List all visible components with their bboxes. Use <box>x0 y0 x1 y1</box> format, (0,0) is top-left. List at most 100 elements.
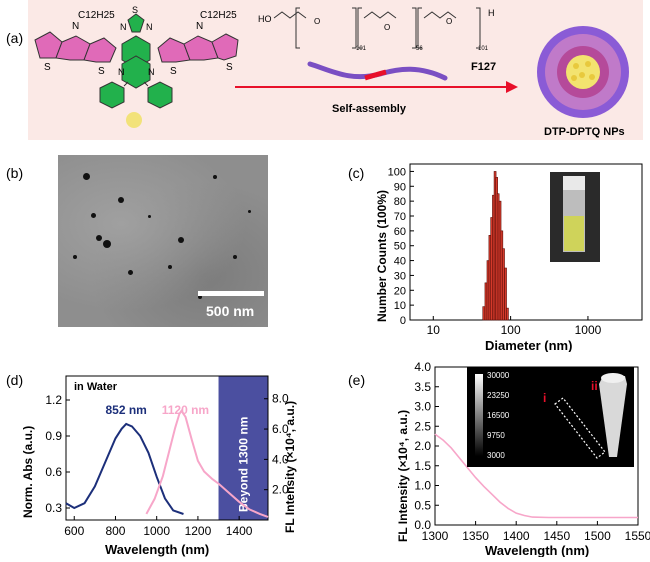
histogram-bar <box>482 306 486 321</box>
nps-label: DTP-DPTQ NPs <box>544 126 625 138</box>
emission-line <box>145 409 269 518</box>
colorbar-label: 3000 <box>487 451 505 460</box>
y-tick-label: 2.5 <box>414 419 431 433</box>
colorbar-label: 9750 <box>487 431 505 440</box>
x-tick-label: 600 <box>64 524 84 538</box>
x-tick-label: 1200 <box>185 524 212 538</box>
alkyl-chain-right: C12H25 <box>200 10 237 21</box>
svg-text:O: O <box>314 17 320 26</box>
y-tick-label: 10 <box>394 300 406 312</box>
y-tick-label-right: 4.0 <box>272 452 289 466</box>
y-tick-label: 3.0 <box>414 400 431 414</box>
arrow-head-icon <box>506 81 518 93</box>
y-tick-label: 1.2 <box>45 393 62 407</box>
nitrogen-label: N <box>120 22 127 32</box>
emission-line <box>434 433 638 519</box>
y-tick-label: 4.0 <box>414 362 431 374</box>
x-tick-label: 1400 <box>226 524 253 538</box>
y-tick-label: 0.0 <box>414 518 431 532</box>
y-tick-label: 30 <box>394 270 406 282</box>
panel-letter-c: (c) <box>348 165 365 181</box>
alkyl-chain-left: C12H25 <box>78 10 115 21</box>
x-axis-label: Wavelength (nm) <box>105 542 209 557</box>
nitrogen-label: N <box>72 21 79 32</box>
x-tick-label: 1550 <box>625 529 650 543</box>
nanoparticle-dot-icon <box>126 112 142 128</box>
donor-unit-left: S S N C12H25 <box>34 10 117 77</box>
y-tick-label: 100 <box>388 166 406 178</box>
x-tick-label: 1000 <box>575 323 602 337</box>
nitrogen-label: N <box>196 21 203 32</box>
nitrogen-label: N <box>148 67 155 77</box>
histogram-bar <box>484 282 488 321</box>
tem-image: 500 nm <box>58 155 268 327</box>
donor-unit-right: S S N C12H25 <box>157 10 239 77</box>
colorbar <box>475 374 483 456</box>
y-tick-label-right: 8.0 <box>272 392 289 406</box>
colorbar-label: 30000 <box>487 371 510 380</box>
y-tick-label: 80 <box>394 196 406 208</box>
absorption-line <box>65 422 184 515</box>
self-assembly-label: Self-assembly <box>332 103 407 115</box>
y-tick-label: 1.0 <box>414 479 431 493</box>
nitrogen-label: N <box>146 22 153 32</box>
x-axis-label: Diameter (nm) <box>485 338 572 352</box>
y-tick-label: 0.3 <box>45 501 62 515</box>
colorbar-label: 16500 <box>487 411 510 420</box>
x-tick-label: 100 <box>501 323 521 337</box>
x-tick-label: 1500 <box>584 529 611 543</box>
x-tick-label: 1450 <box>543 529 570 543</box>
repeat-count-1: 101 <box>356 46 367 52</box>
sulfur-label: S <box>170 66 177 77</box>
y-tick-label: 90 <box>394 181 406 193</box>
panel-letter-e: (e) <box>348 372 366 388</box>
y-tick-label: 70 <box>394 211 406 223</box>
tube-ii-glow <box>599 376 627 457</box>
sulfur-label: S <box>44 62 51 73</box>
plot-area: 0 10 20 30 40 50 60 70 80 90 100 10 100 1000 <box>388 163 643 337</box>
inset-label-i: i <box>543 391 546 405</box>
y-tick-label: 2.0 <box>414 439 431 453</box>
plot-frame <box>65 375 269 521</box>
y-tick-label: 1.5 <box>414 459 431 473</box>
nanoparticle-illustration <box>537 26 629 118</box>
repeat-count-2: 56 <box>416 46 423 52</box>
repeat-count-3: 101 <box>478 46 489 52</box>
y-axis-label: Number Counts (100%) <box>375 190 389 322</box>
polymer-h: H <box>488 8 495 18</box>
svg-text:O: O <box>446 17 452 26</box>
x-tick-label: 10 <box>427 323 441 337</box>
y-axis-label-left: Norm. Abs (a.u.) <box>21 426 35 518</box>
histogram-bar <box>506 307 509 321</box>
nitrogen-label: N <box>118 67 125 77</box>
x-tick-label: 1350 <box>462 529 489 543</box>
panel-letter-d: (d) <box>6 372 24 388</box>
colorbar-label: 23250 <box>487 391 510 400</box>
y-tick-label-right: 2.0 <box>272 483 289 497</box>
sulfur-label: S <box>98 66 105 77</box>
medium-annotation: in Water <box>74 381 118 393</box>
chart-absorption-emission: Norm. Abs (a.u.) FL Intensity (×10⁴, a.u… <box>21 375 297 557</box>
abs-peak-label: 852 nm <box>106 403 147 417</box>
x-tick-label: 800 <box>105 524 125 538</box>
y-tick-label: 50 <box>394 241 406 253</box>
y-axis-label: FL Intensity (×10⁴, a.u.) <box>396 410 410 542</box>
nir-window-band <box>218 376 268 520</box>
y-tick-label: 60 <box>394 226 406 238</box>
acceptor-core: S N N N N <box>99 5 173 128</box>
x-tick-label: 1300 <box>422 529 449 543</box>
sulfur-label: S <box>132 5 138 15</box>
panel-letter-a: (a) <box>6 30 24 46</box>
scale-bar-label: 500 nm <box>206 303 255 319</box>
panel-letter-b: (b) <box>6 165 24 181</box>
chart-nir-emission: FL Intensity (×10⁴, a.u.) Wavelength (nm… <box>396 362 650 557</box>
chart-size-distribution: Number Counts (100%) Diameter (nm) 0 10 20… <box>375 163 643 352</box>
f127-label: F127 <box>471 61 496 73</box>
plot-area: Beyond 1300 nm 0.3 0.6 0.9 1.2 2.0 4.0 6.0 8.0 60… <box>45 375 289 538</box>
vial-photo-inset <box>550 172 600 262</box>
nir-image-inset <box>467 367 634 467</box>
y-tick-label: 0.9 <box>45 429 62 443</box>
schematic-panel-a: S S N C12H25 S N N N N S S N C12H25 H O O… <box>34 5 629 138</box>
histogram-bar <box>504 267 507 321</box>
polymer-formula: HO O 101 O 56 O 101 H <box>258 7 495 52</box>
